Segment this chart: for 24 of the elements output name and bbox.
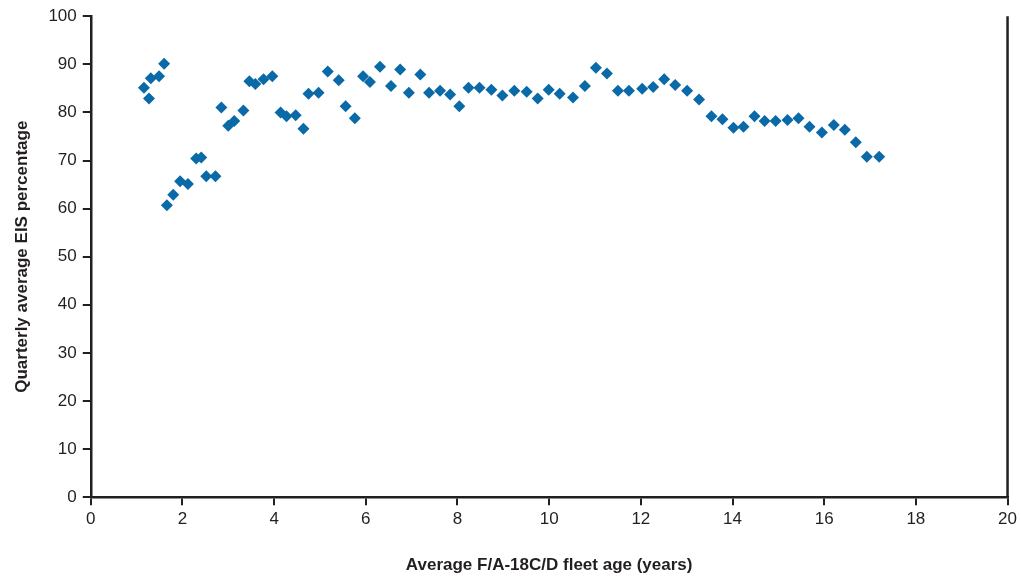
x-tick-label: 8 (452, 509, 463, 529)
y-tick-label: 80 (57, 102, 77, 122)
y-tick-label: 50 (57, 246, 77, 266)
y-tick-label: 30 (57, 342, 77, 362)
x-tick-label: 2 (177, 509, 188, 529)
x-tick-label: 4 (269, 509, 279, 529)
x-tick-label: 20 (998, 509, 1018, 529)
x-axis-title: Average F/A-18C/D fleet age (years) (405, 555, 693, 575)
y-tick-label: 100 (48, 5, 77, 25)
x-tick-label: 16 (814, 509, 834, 529)
x-tick-label: 18 (906, 509, 926, 529)
y-tick-label: 70 (57, 150, 77, 170)
y-tick-label: 60 (57, 198, 77, 218)
x-tick-label: 10 (539, 509, 559, 529)
x-tick-label: 6 (361, 509, 371, 529)
y-tick-label: 90 (57, 53, 77, 73)
x-tick-label: 12 (631, 509, 651, 529)
y-tick-label: 10 (57, 438, 77, 458)
x-tick-label: 14 (723, 509, 742, 529)
y-axis-title: Quarterly average EIS percentage (11, 120, 31, 393)
y-tick-label: 40 (57, 294, 77, 314)
y-tick-label: 20 (57, 390, 77, 410)
x-tick-label: 0 (86, 509, 96, 529)
y-tick-label: 0 (67, 486, 77, 506)
